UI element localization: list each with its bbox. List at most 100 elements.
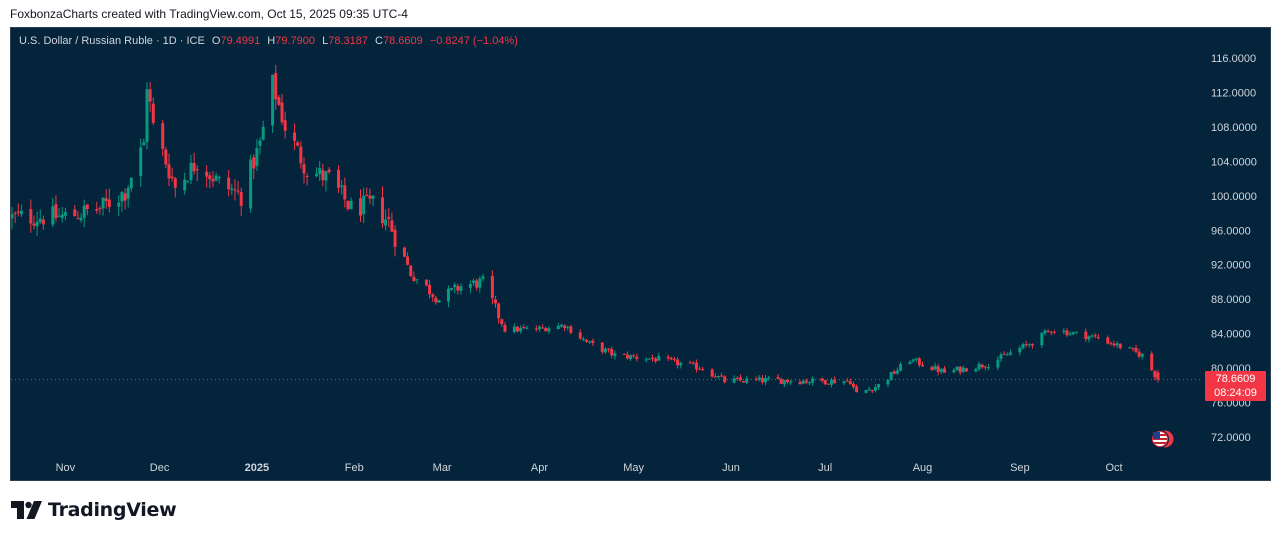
low-label: L [322,35,329,47]
candle-body [117,202,121,207]
candle-body [694,362,698,370]
candle-body [892,371,896,374]
candle-body [820,378,824,381]
candle-body [497,303,501,319]
candle-body [346,200,350,210]
candle-body [283,120,287,131]
open-value: 79.4991 [220,35,261,47]
chart-area[interactable]: 116.0000 112.0000 108.0000 104.0000 100.0000… [10,27,1271,481]
candle-body [211,178,215,182]
candle-body [13,212,17,214]
candle-body [732,378,736,383]
candle-body [512,326,516,333]
candle-body [318,168,322,175]
candle-body [942,368,946,373]
candle-body [1115,343,1119,346]
tradingview-brand[interactable]: TradingView [11,499,177,521]
candle-body [409,265,413,277]
candle-body [437,300,441,303]
candle-body [1093,335,1097,337]
candle-body [82,205,86,218]
candle-body [227,177,231,190]
candle-body [453,284,457,288]
candle-body [921,364,925,367]
candle-body [472,280,476,283]
candle-body [101,197,105,209]
candle-body [541,327,545,329]
candle-body [688,362,692,364]
candle-body [644,359,648,361]
x-tick-label: Oct [1105,462,1122,474]
candle-body [786,379,790,383]
candle-body [161,123,165,149]
candle-body [591,340,595,344]
candle-body [607,348,611,350]
candle-body [1068,333,1072,335]
candle-body [1049,331,1053,333]
candle-body [1030,343,1034,346]
candle-body [515,326,519,332]
candle-body [964,368,968,372]
open-label: O [211,35,221,47]
x-tick-label: Aug [913,462,933,474]
candle-body [672,359,676,361]
candle-body [393,229,397,247]
candle-body [566,326,570,328]
candle-body [170,176,174,179]
candle-body [406,256,410,265]
candle-body [578,332,582,339]
candle-body [1153,370,1157,378]
candle-body [274,73,278,100]
candle-body [164,149,168,165]
candle-body [610,348,614,356]
candle-body [977,363,981,370]
candle-body [1005,354,1009,356]
candle-body [958,366,962,373]
candle-body [380,197,384,224]
candle-body [151,103,155,123]
candle-body [1150,353,1154,371]
candle-body [845,380,849,382]
candle-body [760,378,764,383]
candles-group [11,64,1160,394]
candle-body [145,89,149,142]
candle-body [349,200,353,210]
candle-body [600,342,604,352]
candle-body [738,377,742,381]
candle-body [842,381,846,384]
candle-body [1008,352,1012,355]
y-tick-label: 100.0000 [1211,191,1257,203]
candle-body [494,299,498,304]
candle-body [870,389,874,392]
candle-body [1134,347,1138,352]
candle-body [895,370,899,374]
candle-body [833,379,837,384]
candle-body [236,190,240,192]
candle-body [1118,343,1122,349]
x-tick-label: Sep [1010,462,1030,474]
candle-body [195,169,199,171]
candle-body [713,376,717,378]
candle-body [11,213,14,219]
candlestick-chart[interactable]: 116.0000 112.0000 108.0000 104.0000 100.0000… [11,28,1270,480]
candle-body [764,378,768,383]
candle-body [1043,330,1047,334]
candle-body [390,220,394,232]
candle-body [321,170,325,181]
candle-body [710,369,714,377]
candle-body [622,353,626,355]
candle-body [1024,344,1028,346]
us-flag-icon[interactable] [1148,429,1174,449]
candle-body [522,327,526,329]
candle-body [434,297,438,303]
candle-body [327,169,331,173]
candle-body [603,348,607,353]
candle-body [855,386,859,393]
candle-body [974,368,978,372]
candle-body [1096,337,1100,339]
candle-body [757,377,761,380]
candle-body [647,358,651,360]
candle-body [16,211,20,213]
candle-body [537,326,541,330]
candle-body [412,276,416,282]
